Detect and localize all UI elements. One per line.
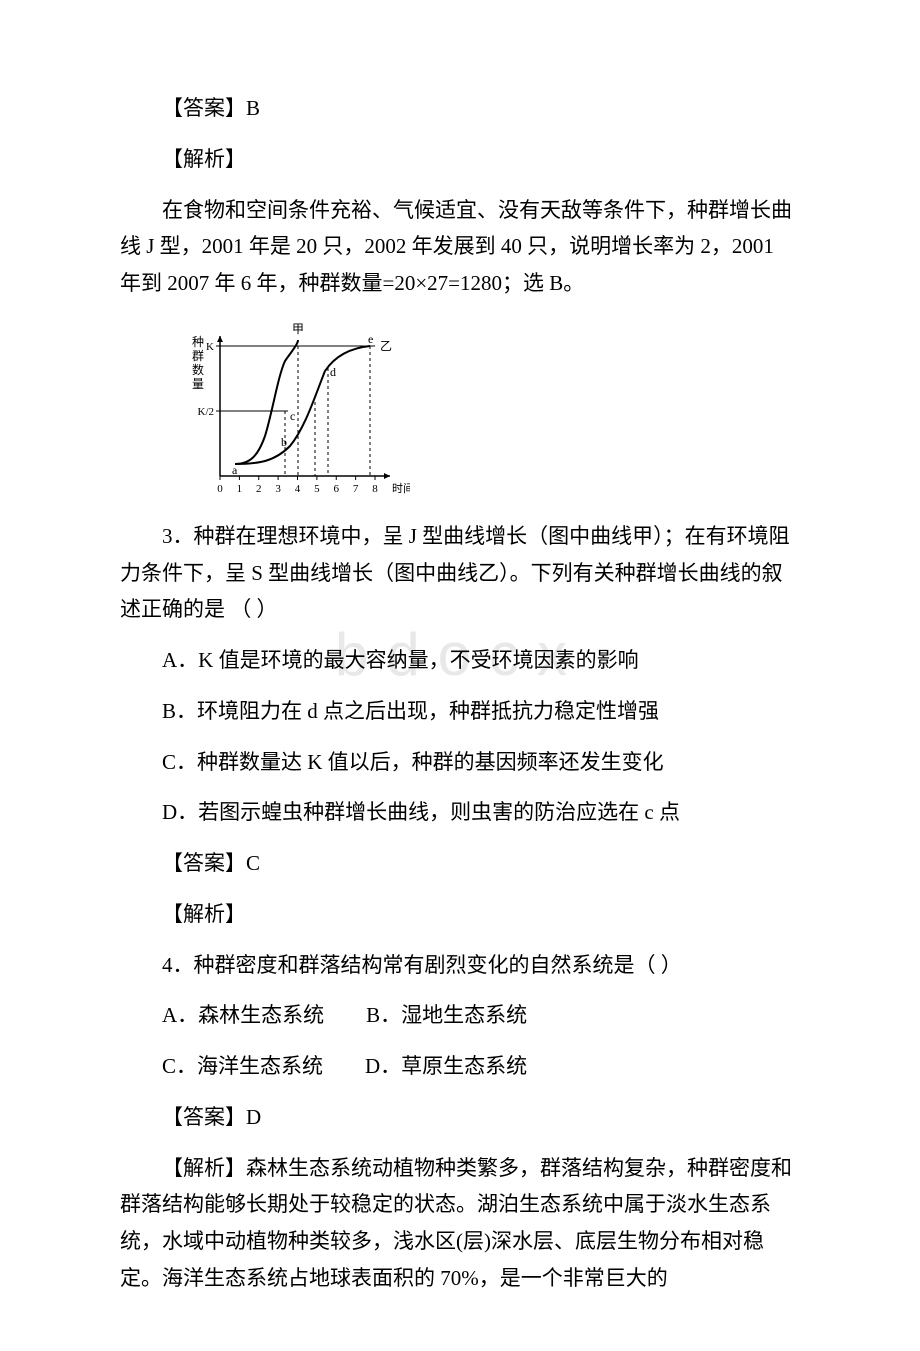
- answer-2: 【答案】B: [120, 90, 800, 127]
- svg-text:d: d: [330, 365, 336, 379]
- q4-options-cd: C．海洋生态系统 D．草原生态系统: [120, 1048, 800, 1085]
- q3-option-b: B．环境阻力在 d 点之后出现，种群抵抗力稳定性增强: [120, 693, 800, 730]
- analysis-4-body: 【解析】森林生态系统动植物种类繁多，群落结构复杂，种群密度和群落结构能够长期处于…: [120, 1150, 800, 1297]
- analysis-2-label: 【解析】: [120, 141, 800, 178]
- svg-text:7: 7: [353, 483, 359, 495]
- svg-text:8: 8: [372, 483, 378, 495]
- svg-text:种: 种: [192, 335, 204, 349]
- q3-stem: 3．种群在理想环境中，呈 J 型曲线增长（图中曲线甲）；在有环境阻力条件下，呈 …: [120, 518, 800, 628]
- svg-text:4: 4: [295, 483, 301, 495]
- svg-text:6: 6: [334, 483, 340, 495]
- q4-stem: 4．种群密度和群落结构常有剧烈变化的自然系统是（ ）: [120, 947, 800, 984]
- analysis-2-body: 在食物和空间条件充裕、气候适宜、没有天敌等条件下，种群增长曲线 J 型，2001…: [120, 192, 800, 302]
- svg-text:0: 0: [217, 483, 223, 495]
- svg-text:2: 2: [256, 483, 262, 495]
- growth-curve-chart: 0 1 2 3 4 5 6 7 8 时间 种群数量 K K/2 甲乙 a bc d e: [180, 316, 800, 506]
- svg-text:乙: 乙: [380, 339, 392, 353]
- q4-options-ab: A．森林生态系统 B．湿地生态系统: [120, 997, 800, 1034]
- svg-text:a: a: [232, 463, 238, 477]
- svg-text:K/2: K/2: [198, 406, 215, 418]
- svg-text:数: 数: [192, 362, 204, 377]
- svg-text:e: e: [368, 332, 373, 346]
- svg-text:b: b: [281, 435, 287, 449]
- svg-text:群: 群: [192, 349, 204, 363]
- svg-text:3: 3: [275, 483, 281, 495]
- analysis-3-label: 【解析】: [120, 896, 800, 933]
- svg-text:c: c: [290, 409, 295, 423]
- answer-3: 【答案】C: [120, 845, 800, 882]
- svg-text:1: 1: [237, 483, 243, 495]
- answer-4: 【答案】D: [120, 1099, 800, 1136]
- svg-text:量: 量: [192, 377, 204, 391]
- q3-option-d: D．若图示蝗虫种群增长曲线，则虫害的防治应选在 c 点: [120, 794, 800, 831]
- svg-text:时间: 时间: [392, 482, 410, 495]
- svg-text:甲: 甲: [292, 322, 304, 336]
- svg-text:5: 5: [314, 483, 320, 495]
- q3-option-a: A．K 值是环境的最大容纳量，不受环境因素的影响: [120, 642, 800, 679]
- svg-text:K: K: [206, 341, 214, 353]
- q3-option-c: C．种群数量达 K 值以后，种群的基因频率还发生变化: [120, 744, 800, 781]
